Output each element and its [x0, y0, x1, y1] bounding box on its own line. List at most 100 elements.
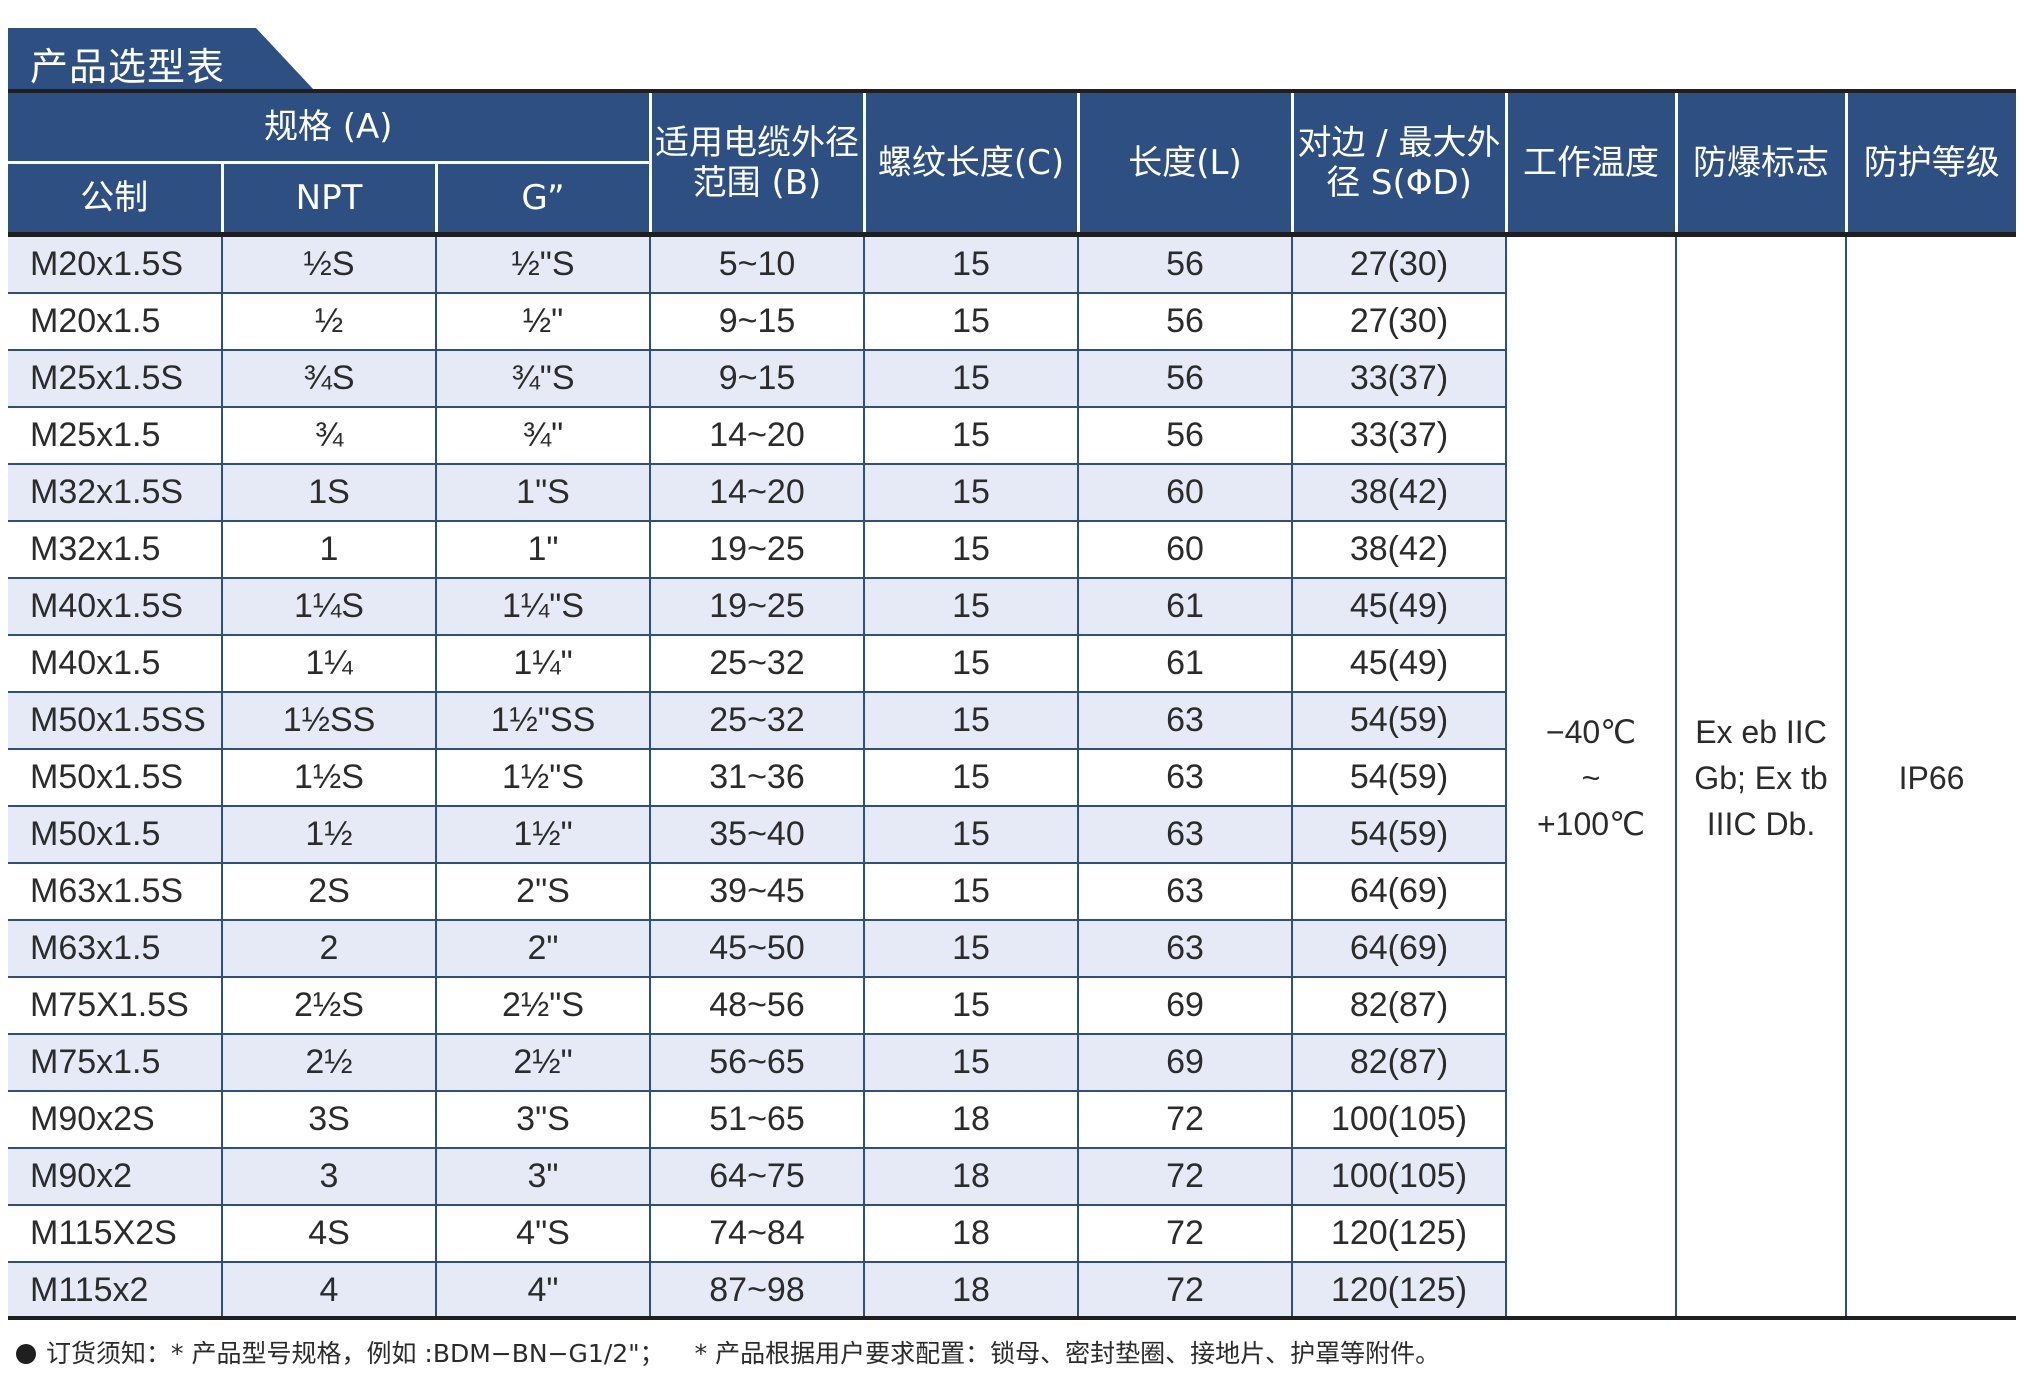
- cell-cable: 31~36: [649, 749, 864, 807]
- ex-mark-line: IIIC Db.: [1706, 806, 1816, 842]
- cell-g: 2½"S: [435, 977, 650, 1035]
- cell-thread: 15: [863, 635, 1078, 693]
- header-spec-group: 规格 (A): [8, 93, 650, 163]
- cell-g: ½"S: [435, 234, 650, 294]
- cell-thread: 18: [863, 1205, 1078, 1263]
- cell-cable: 5~10: [649, 234, 864, 294]
- table-row: M32x1.5S 1S 1"S 14~20 15 60 38(42): [8, 464, 2016, 522]
- cell-cable: 25~32: [649, 635, 864, 693]
- bottom-rule: [8, 1316, 2016, 1320]
- ex-mark-line: Gb; Ex tb: [1694, 760, 1828, 796]
- cell-length: 72: [1077, 1148, 1292, 1206]
- cell-af: 54(59): [1291, 806, 1506, 864]
- cell-af: 100(105): [1291, 1091, 1506, 1149]
- header-protection: 防护等级: [1844, 93, 2016, 235]
- cell-thread: 18: [863, 1148, 1078, 1206]
- cell-npt: 1¼S: [221, 578, 436, 636]
- cell-cable: 9~15: [649, 293, 864, 351]
- cell-af: 45(49): [1291, 578, 1506, 636]
- table-row: M20x1.5 ½ ½" 9~15 15 56 27(30): [8, 293, 2016, 351]
- title-rule: [8, 89, 2016, 93]
- cell-npt: 2½S: [221, 977, 436, 1035]
- header-work-temp: 工作温度: [1504, 93, 1676, 235]
- table-row: M90x2 3 3" 64~75 18 72 100(105): [8, 1148, 2016, 1206]
- cell-length: 61: [1077, 635, 1292, 693]
- cell-af: 45(49): [1291, 635, 1506, 693]
- cell-af: 27(30): [1291, 234, 1506, 294]
- cell-protection: IP66: [1845, 234, 2016, 1319]
- cell-npt: ¾S: [221, 350, 436, 408]
- cell-metric: M50x1.5: [8, 806, 222, 864]
- cell-thread: 15: [863, 350, 1078, 408]
- cell-cable: 19~25: [649, 521, 864, 579]
- table-row: M115X2S 4S 4"S 74~84 18 72 120(125): [8, 1205, 2016, 1263]
- cell-length: 72: [1077, 1205, 1292, 1263]
- header-length: 长度(L): [1076, 93, 1292, 235]
- cell-metric: M115x2: [8, 1262, 222, 1320]
- cell-g: ½": [435, 293, 650, 351]
- cell-g: 1½"SS: [435, 692, 650, 750]
- cell-npt: 2½: [221, 1034, 436, 1092]
- cell-length: 63: [1077, 749, 1292, 807]
- cell-cable: 51~65: [649, 1091, 864, 1149]
- cell-thread: 15: [863, 977, 1078, 1035]
- cell-cable: 74~84: [649, 1205, 864, 1263]
- cell-g: 1½"S: [435, 749, 650, 807]
- cell-metric: M32x1.5S: [8, 464, 222, 522]
- cell-length: 60: [1077, 464, 1292, 522]
- footnote-note1: * 产品型号规格，例如 :BDM−BN−G1/2"；: [171, 1339, 665, 1368]
- cell-g: 3"S: [435, 1091, 650, 1149]
- cell-g: ¾": [435, 407, 650, 465]
- cell-cable: 19~25: [649, 578, 864, 636]
- cell-cable: 25~32: [649, 692, 864, 750]
- table-row: M75x1.5 2½ 2½" 56~65 15 69 82(87): [8, 1034, 2016, 1092]
- cell-g: 1"S: [435, 464, 650, 522]
- cell-npt: 1½SS: [221, 692, 436, 750]
- cell-length: 56: [1077, 350, 1292, 408]
- cell-length: 63: [1077, 920, 1292, 978]
- cell-length: 56: [1077, 293, 1292, 351]
- table-row: M50x1.5 1½ 1½" 35~40 15 63 54(59): [8, 806, 2016, 864]
- header-cable-range: 适用电缆外径范围 (B): [648, 93, 864, 235]
- cell-thread: 15: [863, 521, 1078, 579]
- table-row: M63x1.5 2 2" 45~50 15 63 64(69): [8, 920, 2016, 978]
- work-temp-line: −40℃: [1545, 714, 1637, 750]
- cell-af: 38(42): [1291, 521, 1506, 579]
- cell-metric: M50x1.5SS: [8, 692, 222, 750]
- cell-thread: 18: [863, 1091, 1078, 1149]
- cell-thread: 15: [863, 234, 1078, 294]
- cell-af: 54(59): [1291, 749, 1506, 807]
- table-row: M50x1.5SS 1½SS 1½"SS 25~32 15 63 54(59): [8, 692, 2016, 750]
- cell-npt: ½S: [221, 234, 436, 294]
- cell-npt: 1¼: [221, 635, 436, 693]
- cell-cable: 14~20: [649, 464, 864, 522]
- bullet-icon: [16, 1344, 36, 1364]
- page-title: 产品选型表: [30, 45, 226, 89]
- cell-length: 60: [1077, 521, 1292, 579]
- cell-af: 64(69): [1291, 920, 1506, 978]
- cell-npt: 4S: [221, 1205, 436, 1263]
- cell-metric: M25x1.5S: [8, 350, 222, 408]
- cell-thread: 15: [863, 464, 1078, 522]
- cell-g: 3": [435, 1148, 650, 1206]
- table-row: M25x1.5 ¾ ¾" 14~20 15 56 33(37): [8, 407, 2016, 465]
- cell-g: 4"S: [435, 1205, 650, 1263]
- cell-g: 1½": [435, 806, 650, 864]
- cell-npt: 3: [221, 1148, 436, 1206]
- cell-length: 56: [1077, 407, 1292, 465]
- cell-thread: 15: [863, 920, 1078, 978]
- header-ex-mark: 防爆标志: [1674, 93, 1846, 235]
- cell-metric: M40x1.5S: [8, 578, 222, 636]
- table-row: M75X1.5S 2½S 2½"S 48~56 15 69 82(87): [8, 977, 2016, 1035]
- table-row: M40x1.5S 1¼S 1¼"S 19~25 15 61 45(49): [8, 578, 2016, 636]
- cell-metric: M63x1.5: [8, 920, 222, 978]
- table-row: M90x2S 3S 3"S 51~65 18 72 100(105): [8, 1091, 2016, 1149]
- header-across-flats: 对边 / 最大外径 S(ΦD): [1290, 93, 1506, 235]
- cell-npt: 1: [221, 521, 436, 579]
- cell-thread: 15: [863, 407, 1078, 465]
- cell-metric: M75X1.5S: [8, 977, 222, 1035]
- cell-cable: 56~65: [649, 1034, 864, 1092]
- cell-af: 54(59): [1291, 692, 1506, 750]
- cell-g: 2½": [435, 1034, 650, 1092]
- cell-npt: 1½S: [221, 749, 436, 807]
